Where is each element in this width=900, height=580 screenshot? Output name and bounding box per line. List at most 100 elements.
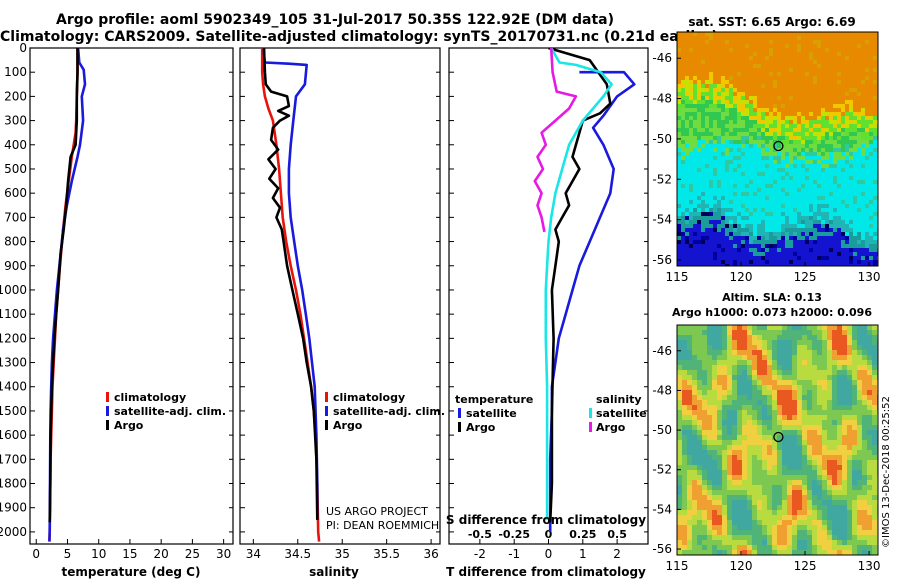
map-cell [749, 128, 754, 133]
map-cell [867, 485, 873, 491]
map-cell [717, 52, 722, 57]
map-cell [757, 455, 763, 461]
map-cell [841, 208, 846, 213]
map-cell [857, 220, 862, 225]
map-cell [813, 256, 818, 261]
map-cell [861, 88, 866, 93]
map-cell [741, 188, 746, 193]
map-cell [733, 52, 738, 57]
map-cell [733, 212, 738, 217]
map-cell [805, 32, 810, 37]
map-cell [809, 48, 814, 53]
map-cell [785, 108, 790, 113]
map-cell [753, 60, 758, 65]
map-cell [813, 244, 818, 249]
map-cell [802, 340, 808, 346]
map-cell [777, 425, 783, 431]
map-cell [717, 72, 722, 77]
map-cell [793, 220, 798, 225]
map-cell [861, 228, 866, 233]
map-cell [793, 68, 798, 73]
map-cell [681, 240, 686, 245]
map-cell [692, 525, 698, 531]
map-cell [805, 228, 810, 233]
map-cell [713, 88, 718, 93]
map-cell [757, 490, 763, 496]
map-cell [697, 84, 702, 89]
map-cell [721, 144, 726, 149]
map-cell [685, 120, 690, 125]
map-cell [727, 510, 733, 516]
map-cell [772, 345, 778, 351]
map-cell [867, 465, 873, 471]
map-cell [721, 248, 726, 253]
map-cell [741, 32, 746, 37]
map-cell [765, 196, 770, 201]
map-cell [705, 124, 710, 129]
map-cell [812, 470, 818, 476]
map-cell [842, 465, 848, 471]
map-cell [792, 415, 798, 421]
map-cell [773, 156, 778, 161]
map-cell [869, 136, 874, 141]
map-cell [722, 345, 728, 351]
map-cell [709, 192, 714, 197]
map-cell [767, 520, 773, 526]
map-cell [862, 515, 868, 521]
map-cell [709, 188, 714, 193]
map-cell [749, 228, 754, 233]
map-cell [749, 64, 754, 69]
x-tick-label: 10 [91, 547, 106, 561]
map-cell [697, 232, 702, 237]
map-cell [865, 104, 870, 109]
map-cell [713, 156, 718, 161]
map-cell [777, 445, 783, 451]
map-cell [737, 124, 742, 129]
map-cell [729, 176, 734, 181]
map-cell [677, 500, 683, 506]
map-cell [827, 465, 833, 471]
map-cell [757, 370, 763, 376]
map-cell [841, 184, 846, 189]
map-cell [781, 100, 786, 105]
map-cell [852, 505, 858, 511]
map-cell [805, 116, 810, 121]
map-cell [867, 340, 873, 346]
map-cell [792, 420, 798, 426]
map-cell [677, 40, 682, 45]
map-cell [862, 380, 868, 386]
map-cell [769, 52, 774, 57]
map-cell [705, 220, 710, 225]
map-cell [845, 160, 850, 165]
map-cell [753, 80, 758, 85]
map-cell [717, 176, 722, 181]
map-cell [712, 455, 718, 461]
map-cell [717, 140, 722, 145]
map-cell [677, 244, 682, 249]
map-cell [733, 100, 738, 105]
map-cell [697, 72, 702, 77]
map-cell [702, 435, 708, 441]
map-cell [841, 200, 846, 205]
map-cell [865, 264, 870, 266]
map-cell [772, 415, 778, 421]
map-cell [841, 220, 846, 225]
map-cell [792, 475, 798, 481]
map-cell [727, 350, 733, 356]
map-cell [742, 490, 748, 496]
map-cell [862, 530, 868, 536]
map-cell [813, 140, 818, 145]
map-cell [689, 216, 694, 221]
map-cell [869, 168, 874, 173]
map-cell [729, 236, 734, 241]
map-cell [697, 248, 702, 253]
map-cell [682, 400, 688, 406]
map-cell [849, 156, 854, 161]
map-cell [817, 36, 822, 41]
map-cell [693, 164, 698, 169]
map-cell [687, 425, 693, 431]
map-cell [832, 480, 838, 486]
map-cell [797, 405, 803, 411]
map-cell [813, 152, 818, 157]
map-cell [749, 112, 754, 117]
